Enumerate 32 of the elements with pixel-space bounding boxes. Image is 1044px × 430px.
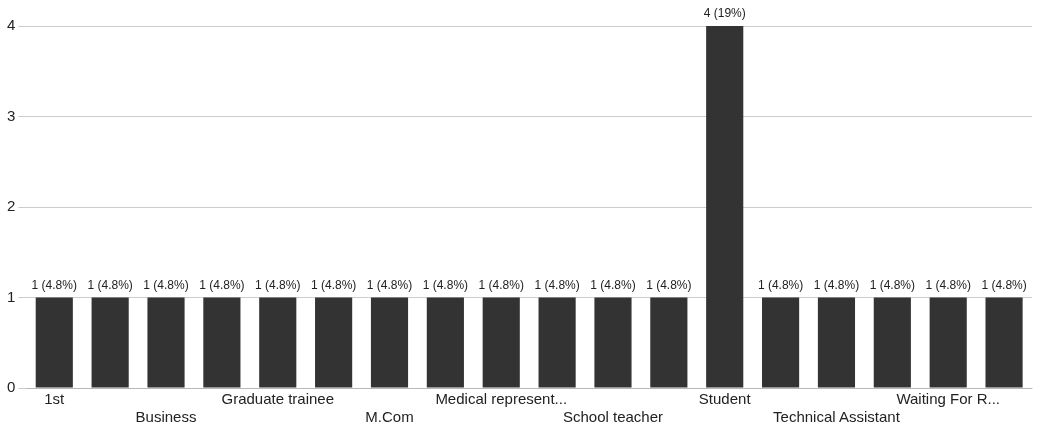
x-tick-label: Graduate trainee bbox=[221, 390, 335, 408]
x-tick-label: School teacher bbox=[562, 408, 664, 426]
y-tick-label: 2 bbox=[7, 197, 16, 215]
data-label: 1 (4.8%) bbox=[199, 277, 245, 292]
x-tick-label: Technical Assistant bbox=[773, 408, 901, 426]
x-tick-label: Medical represent... bbox=[435, 390, 568, 408]
data-label: 1 (4.8%) bbox=[143, 277, 189, 292]
data-label: 1 (4.8%) bbox=[813, 277, 860, 292]
data-label: 1 (4.8%) bbox=[31, 277, 77, 292]
data-label: 1 (4.8%) bbox=[366, 277, 413, 292]
y-tick-label: 1 bbox=[7, 287, 16, 305]
data-label: 1 (4.8%) bbox=[925, 277, 971, 292]
x-tick-label: 1st bbox=[44, 390, 66, 408]
data-label: 1 (4.8%) bbox=[422, 277, 469, 292]
x-tick-label: Business bbox=[135, 408, 197, 426]
x-tick-label: Waiting For R... bbox=[896, 390, 1001, 408]
data-label: 1 (4.8%) bbox=[87, 277, 133, 292]
data-label: 1 (4.8%) bbox=[981, 277, 1027, 292]
data-label: 1 (4.8%) bbox=[757, 277, 804, 292]
y-tick-label: 4 bbox=[7, 16, 16, 34]
data-label: 1 (4.8%) bbox=[646, 277, 692, 292]
data-label: 1 (4.8%) bbox=[869, 277, 916, 292]
data-label: 1 (4.8%) bbox=[478, 277, 524, 292]
x-tick-label: M.Com bbox=[365, 408, 414, 426]
data-label: 1 (4.8%) bbox=[255, 277, 301, 292]
data-label: 1 (4.8%) bbox=[590, 277, 636, 292]
y-tick-label: 3 bbox=[7, 106, 16, 124]
data-label: 4 (19%) bbox=[703, 6, 746, 21]
y-tick-label: 0 bbox=[7, 378, 16, 396]
x-tick-label: Student bbox=[698, 390, 752, 408]
data-label: 1 (4.8%) bbox=[310, 277, 357, 292]
data-label: 1 (4.8%) bbox=[534, 277, 580, 292]
